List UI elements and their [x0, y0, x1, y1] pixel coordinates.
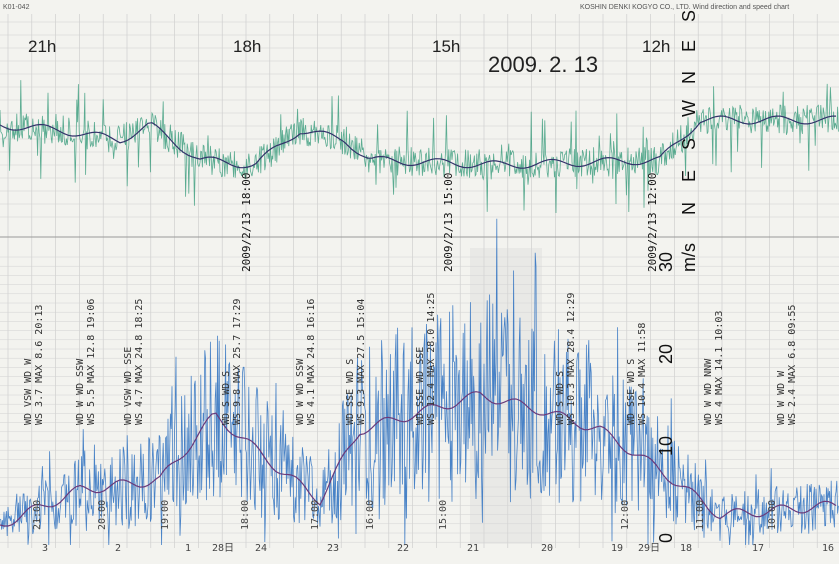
record-line: WS 4.1 MAX 24.8 16:16	[306, 299, 317, 425]
time-label: 21h	[28, 37, 56, 56]
bottom-day: 16	[822, 543, 834, 554]
record-line: WS 9.3 MAX 27.5 15:04	[356, 299, 367, 425]
paper-grid	[0, 14, 839, 548]
record-line: WS 3.7 MAX 8.6 20:13	[34, 305, 45, 425]
direction-label: W	[679, 100, 699, 117]
record-line: WS 4 MAX 14.1 10:03	[714, 311, 725, 425]
time-label: 18h	[233, 37, 261, 56]
bottom-hour: 17:00	[310, 500, 321, 530]
speed-scale-label: 20	[656, 344, 676, 364]
direction-mean	[0, 115, 836, 169]
bottom-day: 3	[42, 543, 48, 554]
record-line: WD W WD SSW	[295, 358, 306, 425]
chart-code: K01-042	[3, 4, 30, 11]
speed-mean	[0, 391, 837, 527]
direction-label: E	[679, 40, 699, 52]
bottom-day: 18	[680, 543, 692, 554]
record-line: WD W WD NNW	[703, 358, 714, 425]
recorder-traces	[0, 80, 839, 546]
record-line: WD S WD S	[221, 371, 232, 425]
record-line: WS 5.5 MAX 12.8 19:06	[86, 299, 97, 425]
bottom-hour: 12:00	[620, 500, 631, 530]
bottom-day: 24	[255, 543, 267, 554]
speed-trace	[0, 218, 839, 546]
record-line: WS 9.8 MAX 25.7 17:29	[232, 299, 243, 425]
record-line: WD VSW WD W	[23, 358, 34, 425]
record-line: WD S WD S	[555, 371, 566, 425]
bottom-hour: 18:00	[240, 500, 251, 530]
bottom-day: 21	[467, 543, 479, 554]
record-line: WD W WD SSW	[75, 358, 86, 425]
record-line: WS 12.4 MAX 28.0 14:25	[426, 293, 437, 425]
bottom-day: 1	[185, 543, 191, 554]
bottom-hour: 21:00	[32, 500, 43, 530]
bottom-hour: 15:00	[438, 500, 449, 530]
record-line: WD VSW WD SSE	[123, 347, 134, 425]
record-line: WD SSE WD S	[626, 359, 637, 425]
record-line: WS 4.7 MAX 24.8 18:25	[134, 299, 145, 425]
time-stamp: 2009/2/13 12:00	[646, 173, 659, 272]
bottom-day: 23	[327, 543, 339, 554]
bottom-hour: 16:00	[365, 500, 376, 530]
speed-scale-label: 10	[656, 436, 676, 456]
record-line: WD SSE WD SSE	[415, 347, 426, 425]
bottom-day: 28日	[212, 543, 234, 554]
bottom-day: 17	[752, 543, 764, 554]
speed-scale-label: 0	[656, 533, 676, 543]
time-label: 15h	[432, 37, 460, 56]
bottom-hour: 10:00	[767, 500, 778, 530]
direction-trace	[0, 80, 839, 214]
speed-unit: m/s	[679, 243, 699, 272]
direction-label: S	[679, 10, 699, 22]
speed-scale-label: 30	[656, 252, 676, 272]
direction-label: N	[679, 202, 699, 215]
time-stamp: 2009/2/13 15:00	[442, 173, 455, 272]
direction-label: N	[679, 71, 699, 84]
record-line: WS 10.3 MAX 28.4 12:29	[566, 293, 577, 425]
time-label: 12h	[642, 37, 670, 56]
bottom-hour: 11:00	[695, 500, 706, 530]
chart-maker: KOSHIN DENKI KOGYO CO., LTD. Wind direct…	[580, 4, 789, 11]
record-line: WS 2.4 MAX 6.8 09:55	[787, 305, 798, 425]
bottom-day: 2	[115, 543, 121, 554]
record-line: WS 10.4 MAX 11:58	[637, 323, 648, 425]
bottom-hour: 20:00	[97, 500, 108, 530]
bottom-day: 29日	[638, 543, 660, 554]
direction-label: E	[679, 170, 699, 182]
time-stamp: 2009/2/13 18:00	[240, 173, 253, 272]
record-line: WD W WD W	[776, 370, 787, 425]
bottom-day: 20	[541, 543, 553, 554]
chart-date: 2009. 2. 13	[488, 52, 598, 77]
bottom-hour: 19:00	[160, 500, 171, 530]
bottom-day: 19	[611, 543, 623, 554]
direction-label: S	[679, 138, 699, 150]
bottom-day: 22	[397, 543, 409, 554]
record-line: WD SSE WD S	[345, 359, 356, 425]
